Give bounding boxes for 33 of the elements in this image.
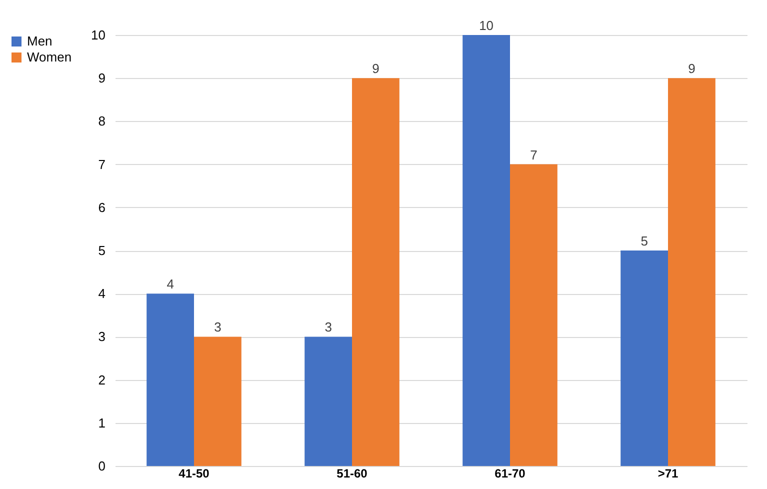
y-tick-label: 1 [98, 415, 106, 430]
bar [668, 78, 716, 466]
data-label: 3 [324, 320, 332, 335]
data-label: 5 [640, 234, 648, 248]
legend-label: Women [27, 50, 72, 64]
bar [146, 294, 194, 466]
data-label: 3 [214, 320, 222, 335]
bar [304, 336, 352, 466]
data-label: 9 [688, 61, 696, 76]
bar [352, 78, 400, 466]
y-tick-label: 8 [98, 114, 106, 129]
y-tick-label: 2 [98, 372, 106, 388]
x-tick-label: 41-50 [178, 466, 210, 480]
y-tick-label: 5 [98, 243, 106, 258]
y-tick-label: 4 [98, 286, 106, 302]
data-label: 10 [479, 18, 494, 33]
y-tick-label: 7 [98, 156, 106, 172]
y-tick-label: 3 [98, 329, 106, 344]
bar [620, 250, 668, 466]
x-tick-label: 61-70 [494, 466, 526, 480]
data-label: 7 [530, 147, 538, 162]
x-tick-label: 51-60 [336, 466, 368, 480]
y-tick-label: 10 [91, 28, 106, 42]
y-tick-label: 0 [98, 458, 106, 474]
y-tick-label: 9 [98, 70, 106, 86]
bar [194, 336, 242, 466]
x-tick-label: >71 [658, 466, 678, 480]
bar [510, 164, 558, 466]
legend-label: Men [27, 34, 52, 48]
y-tick-label: 6 [98, 200, 106, 215]
data-label: 9 [372, 61, 380, 76]
data-label: 4 [166, 276, 174, 292]
bar [462, 35, 510, 466]
